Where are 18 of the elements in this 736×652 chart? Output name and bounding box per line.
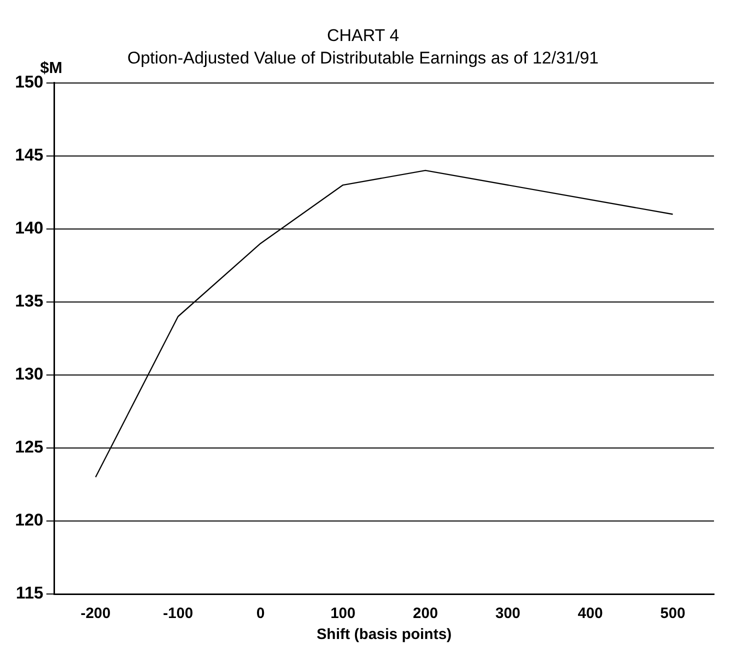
x-tick-label: 100 [330, 605, 356, 622]
x-axis-title: Shift (basis points) [316, 626, 452, 644]
chart-subtitle: Option-Adjusted Value of Distributable Earnings as of 12/31/91 [127, 48, 599, 68]
y-tick-label: 125 [14, 438, 44, 457]
x-tick-label: 300 [495, 605, 520, 622]
y-tick-label: 130 [14, 364, 44, 384]
x-tick-label: 200 [412, 605, 438, 622]
y-tick-label: 140 [14, 218, 44, 238]
x-tick-label: 400 [578, 605, 603, 622]
y-tick-label: 120 [14, 510, 44, 530]
x-tick-label: -100 [163, 605, 194, 622]
x-tick-label: 500 [660, 605, 686, 622]
y-tick-label: 145 [14, 146, 44, 165]
y-tick-label: 115 [16, 584, 44, 603]
x-tick-label: 0 [256, 605, 265, 622]
chart-title: CHART 4 [326, 26, 400, 45]
y-tick-label: 135 [14, 292, 44, 311]
x-tick-label: -200 [80, 605, 111, 622]
